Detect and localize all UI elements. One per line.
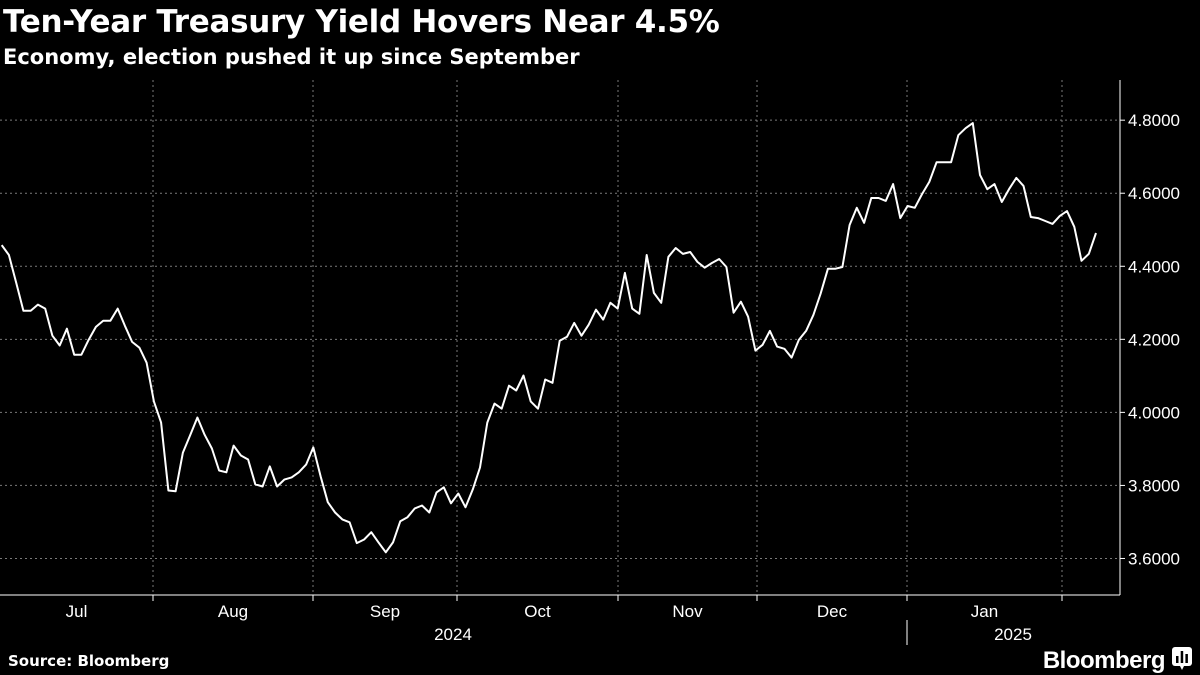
x-tick-label: Jan bbox=[971, 602, 998, 621]
bloomberg-logo: Bloomberg bbox=[1043, 647, 1192, 675]
source-note: Source: Bloomberg bbox=[8, 652, 170, 670]
y-tick-label: 4.0000 bbox=[1128, 403, 1180, 422]
chart-title: Ten-Year Treasury Yield Hovers Near 4.5% bbox=[3, 4, 720, 40]
axes: 3.6000 3.8000 4.0000 4.2000 4.4000 4.6000 4.80… bbox=[0, 80, 1180, 645]
x-tick-label: Oct bbox=[524, 602, 551, 621]
grid bbox=[0, 80, 1120, 595]
y-tick-label: 4.6000 bbox=[1128, 184, 1180, 203]
chart-subtitle: Economy, election pushed it up since Sep… bbox=[3, 45, 580, 69]
y-tick-label: 4.4000 bbox=[1128, 257, 1180, 276]
y-tick-label: 3.8000 bbox=[1128, 476, 1180, 495]
y-tick-label: 4.8000 bbox=[1128, 111, 1180, 130]
logo-text: Bloomberg bbox=[1042, 647, 1166, 674]
x-tick-label: Jul bbox=[66, 602, 88, 621]
year-label: 2024 bbox=[434, 625, 472, 644]
x-tick-label: Aug bbox=[218, 602, 248, 621]
y-tick-label: 4.2000 bbox=[1128, 330, 1180, 349]
yield-line bbox=[0, 122, 1097, 554]
series bbox=[0, 122, 1097, 554]
y-tick-label: 3.6000 bbox=[1128, 549, 1180, 568]
year-label: 2025 bbox=[994, 625, 1032, 644]
bloomberg-chart-icon bbox=[1172, 647, 1192, 675]
x-tick-label: Sep bbox=[370, 602, 400, 621]
x-tick-label: Dec bbox=[817, 602, 848, 621]
x-tick-label: Nov bbox=[672, 602, 703, 621]
